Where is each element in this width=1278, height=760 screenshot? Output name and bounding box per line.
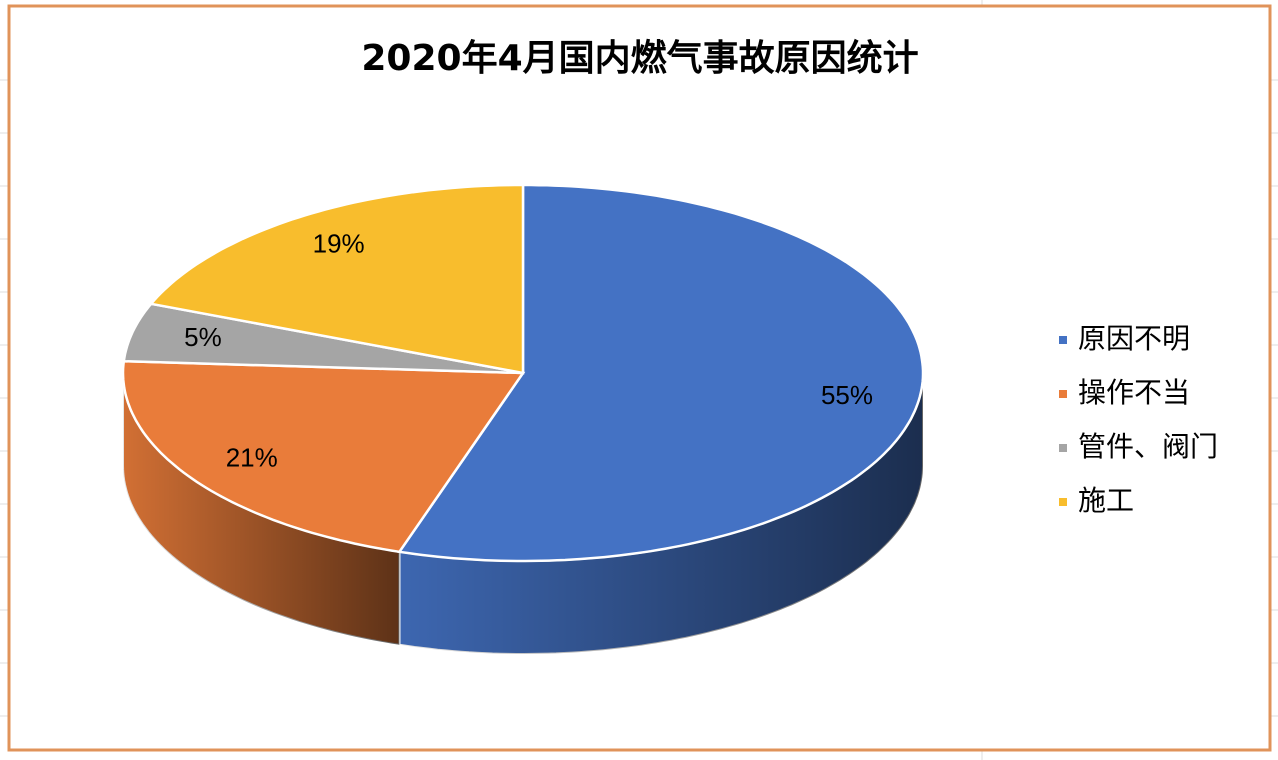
legend-marker: [1059, 498, 1067, 506]
legend-marker: [1059, 336, 1067, 344]
slice: [121, 359, 526, 554]
slice: [148, 183, 525, 375]
slice-side-shade: [123, 373, 400, 645]
legend-label: 原因不明: [1078, 322, 1190, 355]
slice-side-shade: [399, 373, 923, 654]
legend-label: 操作不当: [1078, 376, 1190, 409]
legend-label: 施工: [1078, 484, 1134, 517]
data-label: 19%: [313, 228, 365, 258]
data-label: 55%: [821, 380, 873, 410]
chart-title: 2020年4月国内燃气事故原因统计: [361, 38, 918, 79]
pie: 55% 21% 5% 19%: [121, 183, 925, 655]
slice: [397, 183, 925, 563]
data-label: 21%: [226, 443, 278, 473]
legend-label: 管件、阀门: [1078, 430, 1218, 463]
legend-marker: [1059, 390, 1067, 398]
data-label: 5%: [184, 322, 222, 352]
legend-marker: [1059, 444, 1067, 452]
